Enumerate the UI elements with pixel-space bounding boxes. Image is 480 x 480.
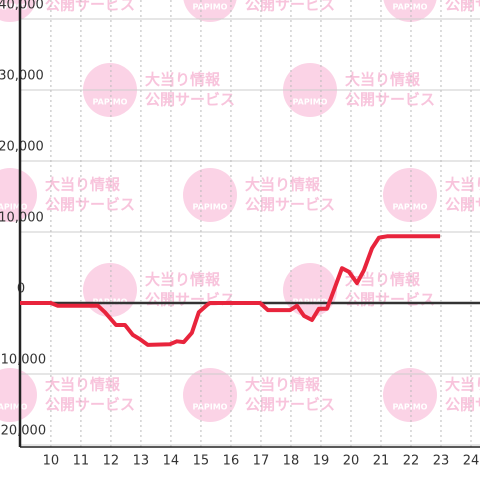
watermark-logo: PAPIMO [0,203,28,212]
x-tick-label: 13 [133,454,150,469]
watermark-text: 大当り情報 [145,71,221,89]
watermark-text: 大当り情報 [345,71,421,89]
watermark-text: 大当り情報 [345,271,421,289]
watermark-logo: PAPIMO [193,3,228,12]
watermark-text: 大当り情報 [245,176,321,194]
y-tick-label: 30,000 [0,69,44,84]
watermark-circle [0,168,37,222]
watermark-text: 公開サービス [245,196,335,214]
y-tick-label: -20,000 [0,424,46,439]
watermark-text: 大当り情報 [145,271,221,289]
watermark-text: 公開サービス [245,0,335,14]
y-tick-label: 10,000 [0,211,44,226]
x-tick-label: 10 [43,454,60,469]
data-line [20,234,441,347]
x-tick-label: 15 [193,454,210,469]
watermark-text: 公開サービス [445,0,480,14]
watermark-text: 公開サービス [45,396,135,414]
y-tick-label: 20,000 [0,140,44,155]
watermark-logo: PAPIMO [393,403,428,412]
watermark-text: 公開サービス [45,196,135,214]
x-tick-label: 19 [313,454,330,469]
watermark-layer: PAPIMO大当り情報公開サービスPAPIMO大当り情報公開サービスPAPIMO… [0,0,480,422]
watermark-text: 大当り情報 [245,376,321,394]
x-tick-label: 24 [463,454,480,469]
watermark-text: 公開サービス [245,396,335,414]
watermark-circle [83,263,137,317]
watermark-logo: PAPIMO [293,98,328,107]
watermark-text: 公開サービス [345,291,435,309]
x-tick-label: 18 [283,454,300,469]
watermark-text: 公開サービス [145,291,235,309]
x-tick-label: 23 [433,454,450,469]
watermark-logo: PAPIMO [193,403,228,412]
watermark-text: 大当り情報 [45,376,121,394]
watermark-logo: PAPIMO [93,98,128,107]
watermark-logo: PAPIMO [0,403,28,412]
watermark-circle [0,0,37,22]
watermark-text: 公開サービス [445,396,480,414]
watermark-circle [183,168,237,222]
watermark-text: 公開サービス [445,196,480,214]
watermark-text: 公開サービス [45,0,135,14]
x-tick-label: 20 [343,454,360,469]
watermark-circle [183,368,237,422]
grid [20,0,480,447]
x-tick-label: 12 [103,454,120,469]
x-tick-label: 16 [223,454,240,469]
x-tick-label: 11 [73,454,90,469]
watermark-text: 大当り情報 [445,376,480,394]
x-tick-label: 17 [253,454,270,469]
watermark-circle [0,368,37,422]
watermark-circle [383,368,437,422]
watermark-circle [383,168,437,222]
x-tick-label: 14 [163,454,180,469]
watermark-circle [183,0,237,22]
watermark-text: 公開サービス [145,91,235,109]
watermark-logo: PAPIMO [393,3,428,12]
watermark-text: 公開サービス [345,91,435,109]
watermark-logo: PAPIMO [0,3,28,12]
y-tick-label: 40,000 [0,0,44,13]
watermark-logo: PAPIMO [393,203,428,212]
x-tick-label: 21 [373,454,390,469]
x-tick-label: 22 [403,454,420,469]
watermark-text: 大当り情報 [45,176,121,194]
plot: -20,000-10,000010,00020,00030,00040,0001… [0,0,480,469]
y-tick-label: -10,000 [0,353,46,368]
watermark-text: 大当り情報 [445,176,480,194]
watermark-logo: PAPIMO [193,203,228,212]
watermark-circle [383,0,437,22]
